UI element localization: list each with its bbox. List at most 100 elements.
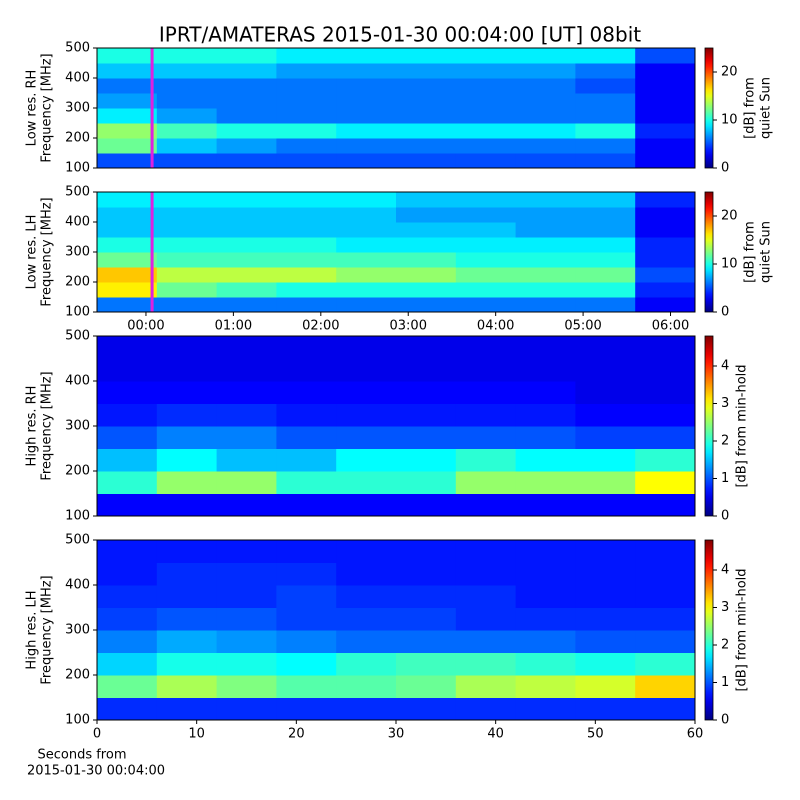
heatmap-cell [336,192,397,208]
heatmap-cell [336,471,397,494]
heatmap-cell [336,297,397,313]
heatmap-cell [156,78,218,94]
heatmap-cell [216,471,277,494]
heatmap-cell [455,697,517,721]
heatmap-cell [575,153,636,169]
heatmap-cell [515,153,576,169]
heatmap-cell [635,237,696,253]
heatmap-cell [455,63,517,79]
heatmap-cell [635,675,696,698]
heatmap-cell [635,123,696,139]
y-axis-label: Frequency [MHz] [40,371,55,480]
heatmap-cell [97,471,158,494]
colorbar-label: [dB] from min-hold [735,568,750,691]
heatmap-cell [575,652,636,676]
heatmap-cell [575,282,636,298]
y-tick-label: 100 [65,305,90,320]
colorbar-tick-label: 1 [721,471,729,486]
heatmap-cell [575,403,636,427]
y-tick-label: 500 [65,41,90,56]
heatmap-cell [156,607,218,631]
heatmap-cell [336,448,397,472]
heatmap-cell [156,48,218,64]
x-tick-label: 00:00 [127,319,164,334]
y-axis-label: Frequency [MHz] [40,197,55,306]
heatmap-cell [97,675,158,698]
heatmap-cell [97,652,158,676]
heatmap-cell [97,138,158,154]
heatmap-cell [455,630,517,653]
heatmap-cell [276,697,337,721]
heatmap-cell [635,585,696,608]
heatmap-cell [455,138,517,154]
heatmap-cell [515,123,576,139]
heatmap-cell [515,93,576,109]
heatmap-cell [97,297,158,313]
heatmap-cell [97,123,158,139]
heatmap-cell [455,403,517,427]
heatmap-cell [97,562,158,586]
heatmap-cell [216,138,277,154]
x-tick-label: 05:00 [564,319,601,334]
heatmap-cell [575,222,636,238]
heatmap-cell [97,426,158,449]
heatmap-cell [336,426,397,449]
heatmap-cell [575,192,636,208]
heatmap-cell [97,282,158,298]
heatmap-cell [575,108,636,124]
heatmap-cell [276,138,337,154]
heatmap-cell [276,267,337,283]
heatmap-cell [575,471,636,494]
heatmap-cell [276,48,337,64]
heatmap-cell [635,652,696,676]
x-tick-label: 10 [188,727,205,742]
heatmap-cell [575,607,636,631]
heatmap-cell [336,493,397,517]
y-tick-label: 200 [65,131,90,146]
heatmap-cell [216,207,277,223]
heatmap-cell [635,336,696,359]
heatmap-cell [156,63,218,79]
heatmap-cell [455,585,517,608]
heatmap-cell [635,282,696,298]
heatmap-cell [276,252,337,268]
heatmap-cell [276,381,337,404]
y-tick-label: 500 [65,185,90,200]
heatmap-cell [336,562,397,586]
heatmap-cell [216,336,277,359]
heatmap-cell [515,652,576,676]
y-tick-label: 500 [65,533,90,548]
heatmap-cell [336,78,397,94]
heatmap-cell [276,630,337,653]
heatmap-cell [216,426,277,449]
heatmap-cell [216,540,277,563]
heatmap-cell [396,138,457,154]
heatmap-cell [515,426,576,449]
heatmap-cell [515,381,576,404]
heatmap-cell [515,237,576,253]
heatmap-cell [396,48,457,64]
heatmap-cell [276,448,337,472]
heatmap-cell [216,252,277,268]
heatmap-cell [156,207,218,223]
colorbar-tick-label: 0 [721,509,729,524]
heatmap-cell [455,207,517,223]
heatmap-cell [156,282,218,298]
heatmap-cell [156,336,218,359]
heatmap-cell [156,252,218,268]
heatmap-cell [575,297,636,313]
heatmap-cell [276,471,337,494]
heatmap-cell [276,585,337,608]
heatmap-cell [216,562,277,586]
heatmap-cell [156,192,218,208]
heatmap-cell [515,108,576,124]
y-axis-label: Low res. RH [25,70,40,147]
heatmap-cell [216,358,277,382]
colorbar-tick-label: 10 [721,257,738,272]
heatmap-cell [156,426,218,449]
heatmap-cell [515,585,576,608]
heatmap-cell [635,448,696,472]
y-tick-label: 300 [65,101,90,116]
colorbar-tick-label: 20 [721,65,738,80]
heatmap-cell [396,630,457,653]
